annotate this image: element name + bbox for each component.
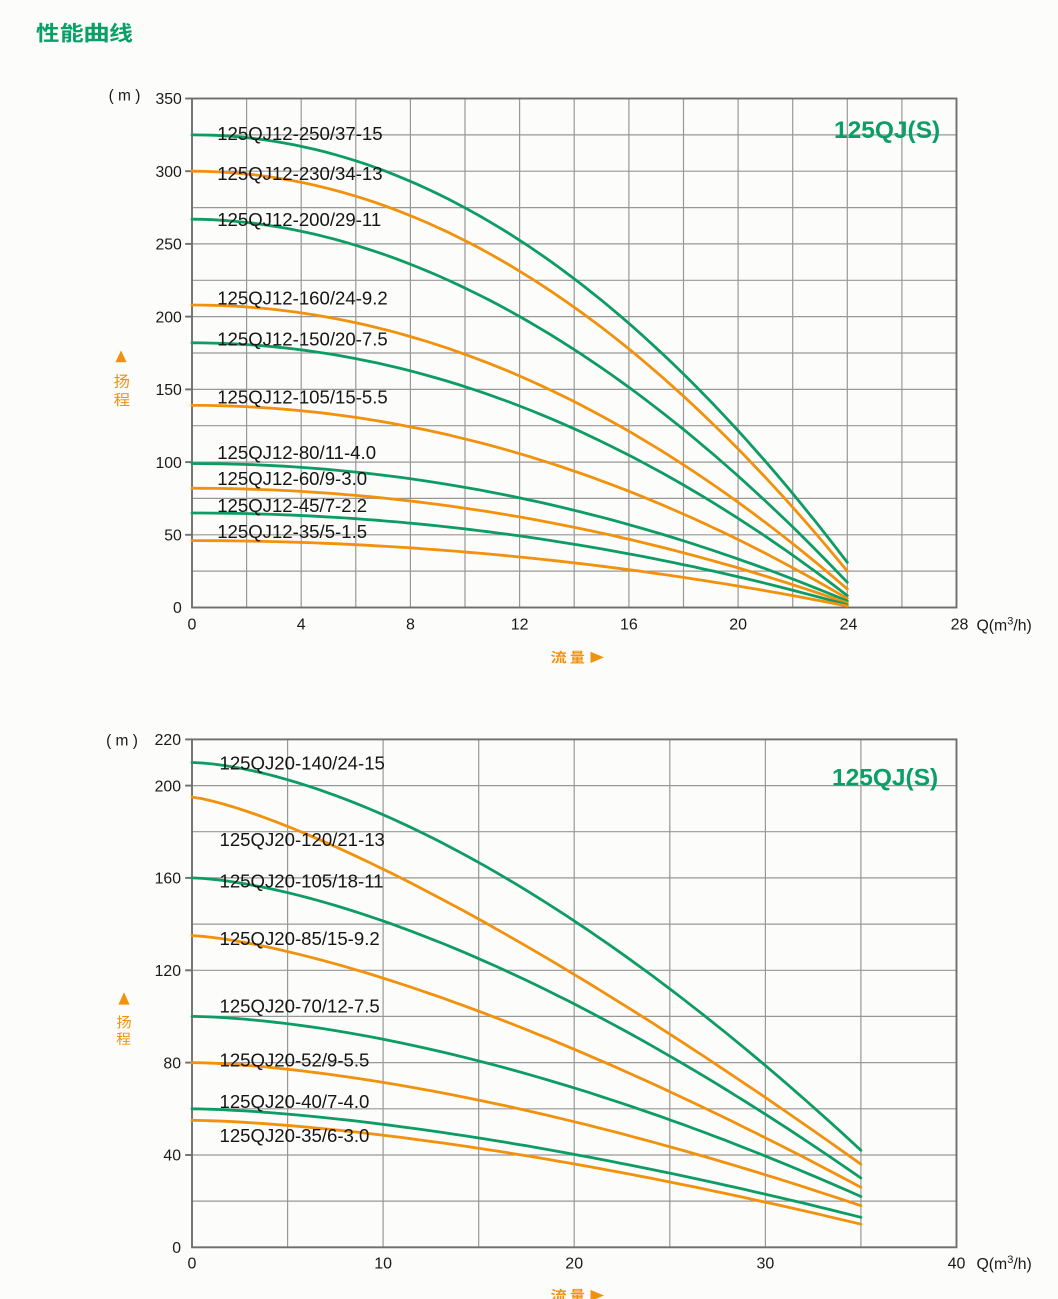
svg-text:0: 0 — [172, 1240, 181, 1257]
svg-text:125QJ12-60/9-3.0: 125QJ12-60/9-3.0 — [217, 468, 367, 489]
svg-text:125QJ12-105/15-5.5: 125QJ12-105/15-5.5 — [217, 387, 388, 408]
svg-text:125QJ20-85/15-9.2: 125QJ20-85/15-9.2 — [220, 928, 380, 949]
svg-text:40: 40 — [948, 1255, 966, 1272]
svg-text:250: 250 — [155, 237, 182, 254]
svg-text:0: 0 — [188, 616, 197, 633]
svg-text:28: 28 — [951, 616, 969, 633]
svg-text:125QJ20-140/24-15: 125QJ20-140/24-15 — [220, 752, 385, 773]
svg-text:125QJ12-230/34-13: 125QJ12-230/34-13 — [217, 163, 382, 184]
svg-text:80: 80 — [163, 1055, 181, 1072]
svg-text:125QJ12-150/20-7.5: 125QJ12-150/20-7.5 — [217, 329, 388, 350]
svg-text:120: 120 — [155, 963, 182, 980]
svg-text:125QJ12-160/24-9.2: 125QJ12-160/24-9.2 — [217, 288, 388, 309]
svg-text:16: 16 — [620, 616, 638, 633]
svg-text:125QJ(S): 125QJ(S) — [834, 117, 940, 144]
svg-text:350: 350 — [155, 91, 182, 108]
svg-text:( m ): ( m ) — [109, 88, 141, 105]
svg-text:20: 20 — [729, 616, 747, 633]
svg-text:30: 30 — [757, 1255, 775, 1272]
svg-text:125QJ20-35/6-3.0: 125QJ20-35/6-3.0 — [220, 1125, 370, 1146]
svg-text:8: 8 — [406, 616, 415, 633]
svg-text:200: 200 — [155, 309, 182, 326]
svg-text:( m ): ( m ) — [106, 733, 138, 750]
svg-text:220: 220 — [155, 732, 182, 749]
svg-text:10: 10 — [374, 1255, 392, 1272]
svg-text:4: 4 — [297, 616, 306, 633]
svg-text:125QJ12-35/5-1.5: 125QJ12-35/5-1.5 — [217, 521, 367, 542]
svg-text:125QJ12-80/11-4.0: 125QJ12-80/11-4.0 — [217, 442, 376, 463]
svg-text:0: 0 — [173, 600, 182, 617]
svg-text:24: 24 — [840, 616, 858, 633]
svg-text:125QJ(S): 125QJ(S) — [832, 765, 938, 792]
svg-text:40: 40 — [163, 1148, 181, 1165]
svg-text:125QJ12-45/7-2.2: 125QJ12-45/7-2.2 — [217, 495, 367, 516]
svg-text:125QJ12-200/29-11: 125QJ12-200/29-11 — [217, 209, 381, 230]
svg-text:125QJ12-250/37-15: 125QJ12-250/37-15 — [217, 123, 382, 144]
svg-text:0: 0 — [188, 1255, 197, 1272]
svg-text:160: 160 — [155, 871, 182, 888]
svg-text:125QJ20-52/9-5.5: 125QJ20-52/9-5.5 — [220, 1049, 370, 1070]
svg-text:125QJ20-70/12-7.5: 125QJ20-70/12-7.5 — [220, 996, 380, 1017]
svg-text:200: 200 — [155, 778, 182, 795]
svg-text:125QJ20-105/18-11: 125QJ20-105/18-11 — [220, 871, 384, 892]
svg-text:125QJ20-120/21-13: 125QJ20-120/21-13 — [220, 829, 385, 850]
svg-text:150: 150 — [155, 382, 182, 399]
svg-text:50: 50 — [164, 528, 182, 545]
svg-text:12: 12 — [511, 616, 529, 633]
svg-text:125QJ20-40/7-4.0: 125QJ20-40/7-4.0 — [220, 1091, 370, 1112]
svg-text:20: 20 — [565, 1255, 583, 1272]
svg-text:100: 100 — [155, 455, 182, 472]
svg-text:300: 300 — [155, 164, 182, 181]
svg-text:Q(m3/h): Q(m3/h) — [977, 1254, 1032, 1273]
svg-text:Q(m3/h): Q(m3/h) — [977, 615, 1032, 634]
